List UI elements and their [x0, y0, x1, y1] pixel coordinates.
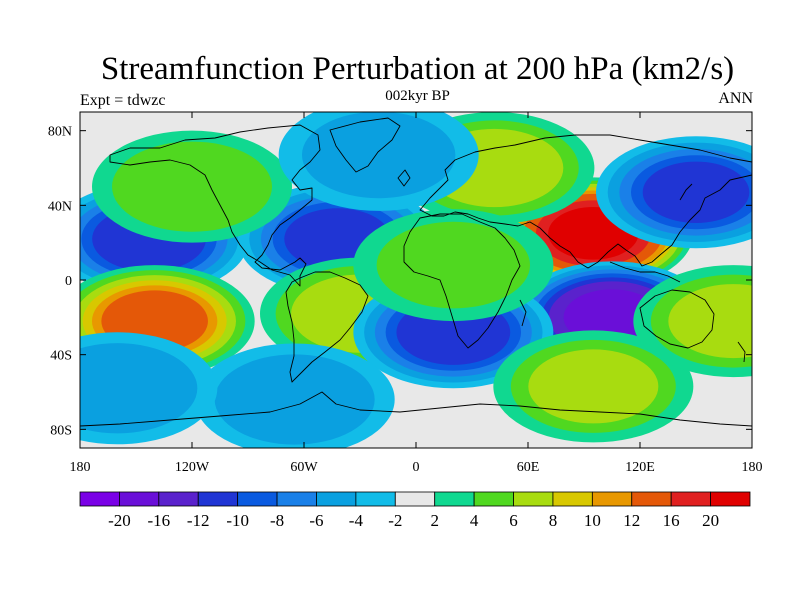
- colorbar-level-label: 12: [623, 511, 640, 530]
- colorbar-swatch: [394, 491, 436, 507]
- colorbar-swatch: [513, 491, 554, 507]
- coastline-australia: [639, 289, 715, 349]
- anomaly-center-10: [194, 343, 395, 448]
- colorbar-swatch: [631, 491, 672, 507]
- map-title: Streamfunction Perturbation at 200 hPa (…: [100, 51, 735, 87]
- colorbar-level-label: -16: [147, 511, 170, 530]
- contour-band: [376, 221, 531, 309]
- lon-tick-label: 0: [413, 460, 420, 475]
- coastline-north-america: [109, 124, 321, 287]
- colorbar-level-label: 16: [663, 511, 680, 530]
- lon-tick-label: 180: [70, 460, 91, 475]
- colorbar-level-label: -12: [187, 511, 210, 530]
- period-label: 002kyr BP: [385, 88, 450, 104]
- colorbar-swatch: [119, 491, 160, 507]
- colorbar-level-label: 20: [702, 511, 719, 530]
- colorbar-level-label: -10: [226, 511, 249, 530]
- anomaly-field: [80, 112, 752, 448]
- coastline-madagascar: [519, 299, 527, 327]
- coastline-indonesia: [609, 261, 681, 283]
- contour-band: [642, 161, 750, 223]
- anomaly-center-7: [596, 136, 752, 249]
- colorbar-swatch: [276, 491, 317, 507]
- anomaly-center-14: [80, 332, 218, 445]
- lat-tick-label: 40N: [48, 199, 72, 214]
- coastline-africa: [403, 213, 521, 349]
- anomaly-center-15: [278, 112, 479, 211]
- coastline-europe-asia: [419, 134, 752, 269]
- contour-band: [301, 112, 456, 199]
- contour-band: [112, 141, 272, 232]
- coastline-south-america: [285, 271, 369, 383]
- colorbar-swatch: [670, 491, 711, 507]
- colorbar-swatch: [79, 491, 120, 507]
- colorbar-swatch: [316, 491, 357, 507]
- lon-tick-label: 120W: [175, 460, 210, 475]
- coastline-greenland: [329, 117, 401, 173]
- lon-tick-label: 60W: [290, 460, 318, 475]
- colorbar-level-label: 6: [509, 511, 518, 530]
- colorbar-level-label: -20: [108, 511, 131, 530]
- lat-tick-label: 80N: [48, 125, 72, 140]
- colorbar-swatch: [710, 491, 751, 507]
- lon-tick-label: 180: [742, 460, 763, 475]
- colorbar-swatch: [552, 491, 593, 507]
- lat-tick-label: 40S: [50, 349, 72, 364]
- map-plot-area: [80, 112, 752, 448]
- lat-tick-label: 80S: [50, 423, 72, 438]
- colorbar-level-label: -2: [388, 511, 402, 530]
- lon-tick-label: 60E: [517, 460, 540, 475]
- contour-band: [214, 354, 375, 445]
- colorbar-swatch: [158, 491, 199, 507]
- colorbar-level-label: 8: [549, 511, 558, 530]
- colorbar-level-label: 2: [430, 511, 439, 530]
- colorbar-level-label: -8: [270, 511, 284, 530]
- experiment-label: Expt = tdwzc: [80, 92, 166, 109]
- anomaly-center-6: [92, 130, 292, 243]
- lon-tick-label: 120E: [625, 460, 655, 475]
- contour-band: [528, 349, 659, 424]
- colorbar-swatch: [591, 491, 633, 507]
- colorbar-swatch: [434, 491, 475, 507]
- coastline-japan: [679, 183, 693, 201]
- colorbar-level-label: 10: [584, 511, 601, 530]
- colorbar: -20 -16 -12 -10 -8 -6 -4 -2 2 4 6 8 10 12 16 20: [79, 491, 751, 530]
- colorbar-level-label: -4: [349, 511, 364, 530]
- colorbar-swatch: [355, 491, 396, 507]
- season-label: ANN: [718, 90, 753, 107]
- coastline-antarctica: [80, 391, 752, 427]
- coastline-british-isles: [397, 169, 411, 187]
- contour-band: [668, 284, 752, 359]
- lat-tick-label: 0: [65, 274, 72, 289]
- colorbar-level-label: 4: [470, 511, 479, 530]
- colorbar-level-label: -6: [309, 511, 323, 530]
- axis-tick-labels: 180 120W 60W 0 60E 120E 180 80N 40N 0 40S 80S: [48, 125, 763, 475]
- contour-band: [80, 343, 198, 434]
- anomaly-center-12: [353, 209, 554, 322]
- coastline-new-zealand: [737, 341, 746, 363]
- axis-ticks: [79, 112, 753, 448]
- colorbar-swatch: [237, 491, 278, 507]
- coastlines: [80, 117, 752, 427]
- colorbar-swatch: [473, 491, 514, 507]
- colorbar-swatch: [197, 491, 239, 507]
